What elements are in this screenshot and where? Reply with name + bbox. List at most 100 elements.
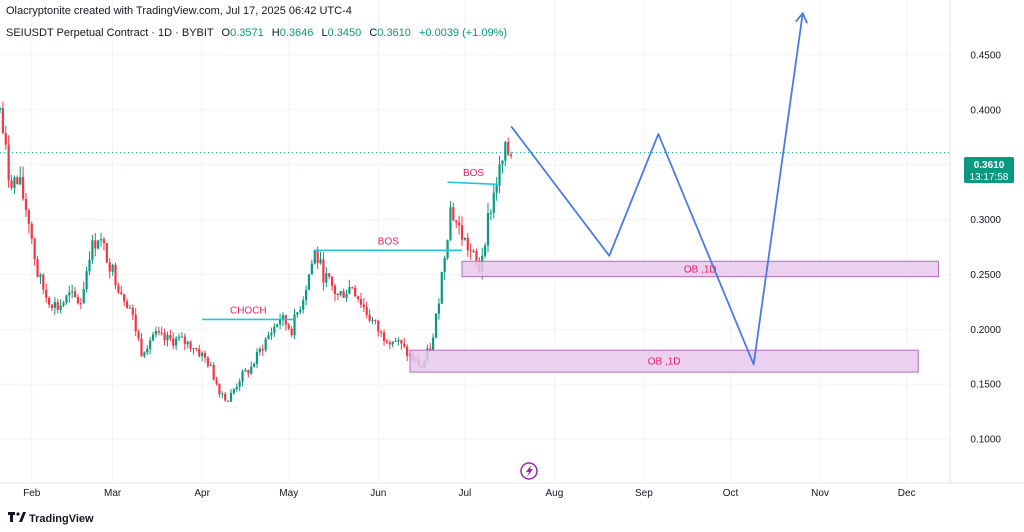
- candle-body: [137, 331, 140, 339]
- candle-body: [192, 348, 195, 350]
- candle-body: [59, 305, 62, 310]
- candle-body: [507, 142, 510, 155]
- candle-body: [195, 348, 198, 350]
- candle-body: [235, 386, 238, 390]
- candle-body: [302, 300, 305, 310]
- candle-body: [287, 324, 290, 329]
- candle-body: [504, 142, 507, 161]
- candle-body: [319, 259, 322, 264]
- candle-body: [117, 285, 120, 293]
- candle-body: [463, 237, 466, 240]
- change-value: +0.0039 (+1.09%): [419, 27, 507, 39]
- candle-body: [299, 309, 302, 313]
- candle-body: [244, 370, 247, 372]
- tradingview-logo[interactable]: TradingView: [8, 512, 94, 525]
- candle-body: [166, 335, 169, 341]
- candle-body: [45, 289, 48, 298]
- close-value: 0.3610: [377, 27, 411, 39]
- high-label: H: [272, 27, 280, 39]
- candle-body: [151, 334, 155, 341]
- candle-body: [359, 298, 363, 305]
- order-block-zone: [461, 260, 939, 278]
- candle-body: [221, 393, 224, 395]
- candle-body: [13, 177, 16, 188]
- candle-body: [333, 285, 337, 294]
- candle-body: [434, 313, 438, 338]
- candle-body: [472, 251, 475, 253]
- low-value: 0.3450: [328, 27, 362, 39]
- candle-body: [105, 243, 108, 263]
- candle-body: [180, 336, 184, 338]
- projection-line: [510, 13, 804, 366]
- structure-line: [447, 181, 500, 186]
- time-axis[interactable]: Feb Mar Apr May Jun Jul Aug Sep Oct Nov Dec: [23, 488, 915, 499]
- candle-body: [111, 265, 114, 272]
- y-tick-label: 0.1500: [970, 380, 1001, 391]
- y-tick-label: 0.4000: [970, 105, 1001, 116]
- candle-body: [4, 133, 7, 145]
- candle-body: [50, 304, 54, 308]
- candle-body: [310, 263, 313, 275]
- candle-body: [270, 332, 273, 336]
- candle-body: [380, 331, 383, 333]
- logo-text: TradingView: [29, 513, 94, 525]
- candle-body: [281, 315, 285, 321]
- candle-body: [495, 185, 498, 193]
- logo-icon-stem: [10, 512, 13, 522]
- x-tick-label: Aug: [546, 488, 564, 499]
- candle-body: [146, 348, 149, 353]
- candle-body: [267, 335, 270, 339]
- candle-body: [160, 332, 163, 334]
- candle-body: [27, 210, 30, 224]
- candle-body: [218, 383, 221, 395]
- order-block-label: OB ,1D: [648, 357, 681, 368]
- candle-body: [163, 333, 166, 341]
- candle-body: [397, 340, 400, 342]
- candle-body: [154, 331, 158, 335]
- candle-body: [88, 259, 91, 272]
- candle-body: [125, 301, 129, 309]
- candle-body: [307, 274, 311, 290]
- symbol-text: SEIUSDT Perpetual Contract · 1D · BYBIT: [6, 27, 214, 39]
- candle-body: [212, 364, 215, 380]
- candle-body: [22, 177, 25, 199]
- candle-body: [120, 292, 123, 295]
- x-tick-label: May: [279, 488, 298, 499]
- candle-body: [293, 314, 296, 336]
- x-tick-label: Nov: [811, 488, 829, 499]
- candle-body: [68, 292, 71, 296]
- candle-body: [362, 304, 365, 308]
- order-block-label: OB ,1D: [684, 264, 717, 275]
- candle-body: [209, 364, 212, 366]
- candle-body: [7, 144, 10, 181]
- candle-body: [400, 340, 403, 344]
- candle-body: [102, 239, 106, 244]
- candle-body: [36, 259, 39, 277]
- candle-body: [39, 274, 42, 277]
- order-block-zone: [409, 349, 919, 373]
- candle-body: [466, 237, 469, 251]
- candle-body: [382, 332, 386, 341]
- replay-button[interactable]: [520, 462, 538, 480]
- lightning-icon[interactable]: [526, 465, 533, 477]
- candle-body: [325, 273, 328, 283]
- candle-body: [296, 312, 299, 315]
- candle-body: [253, 363, 256, 367]
- candle-body: [328, 273, 331, 277]
- price-tag-countdown: 13:17:58: [970, 172, 1009, 183]
- candle-body: [232, 389, 235, 394]
- candle-body: [198, 348, 201, 357]
- candle-body: [149, 340, 152, 349]
- candle-body: [224, 393, 227, 401]
- candle-body: [172, 338, 175, 346]
- candle-body: [460, 225, 464, 240]
- candle-body: [339, 291, 342, 295]
- x-tick-label: Feb: [23, 488, 41, 499]
- candle-body: [177, 336, 181, 339]
- candle-body: [189, 341, 192, 349]
- candle-body: [429, 348, 432, 351]
- candle-body: [71, 291, 74, 293]
- x-tick-label: Mar: [104, 488, 122, 499]
